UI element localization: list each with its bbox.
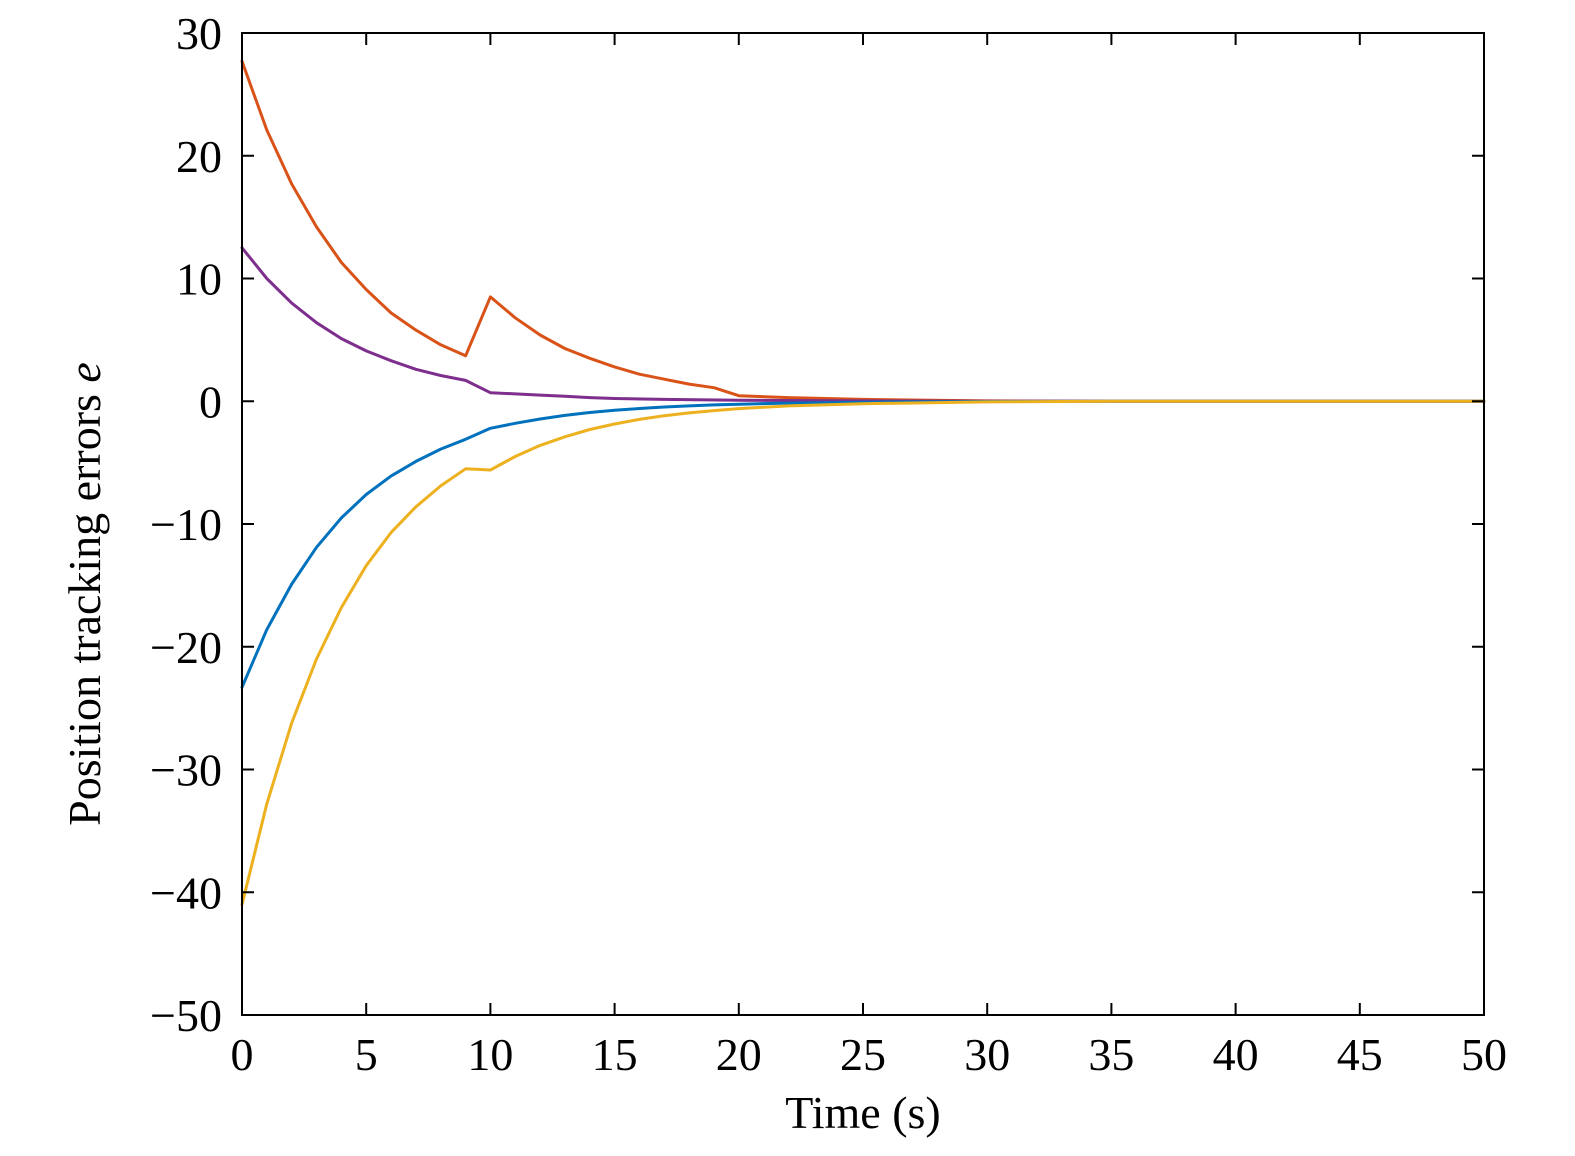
x-tick-label: 40 <box>1213 1029 1259 1080</box>
x-tick-label: 10 <box>467 1029 513 1080</box>
series-line-4 <box>240 399 1486 906</box>
series-line-1 <box>240 59 1486 403</box>
y-tick-label: 10 <box>176 254 222 305</box>
x-tick-label: 15 <box>592 1029 638 1080</box>
x-tick-label: 0 <box>231 1029 254 1080</box>
y-tick-label: −10 <box>150 499 222 550</box>
x-tick-label: 35 <box>1088 1029 1134 1080</box>
y-axis-title-variable: e <box>59 362 110 382</box>
y-tick-label: −50 <box>150 990 222 1041</box>
x-tick-label: 20 <box>716 1029 762 1080</box>
y-tick-label: −30 <box>150 745 222 796</box>
plot-frame <box>241 32 1485 1016</box>
x-tick-label: 45 <box>1337 1029 1383 1080</box>
y-tick-label: 20 <box>176 131 222 182</box>
x-tick-label: 25 <box>840 1029 886 1080</box>
series-line-2 <box>240 246 1486 403</box>
y-tick-label: 0 <box>199 376 222 427</box>
x-tick-label: 30 <box>964 1029 1010 1080</box>
y-axis-title-main: Position tracking errors <box>59 383 110 826</box>
series-layer <box>240 59 1486 906</box>
x-axis-title: Time (s) <box>785 1087 941 1138</box>
y-tick-label: −40 <box>150 867 222 918</box>
ticks-layer: 0 5 10 15 20 25 30 35 40 45 50 30 20 10 0 −10 −20 −30 −40 −… <box>150 8 1507 1080</box>
y-axis-title: Position tracking errors e <box>59 362 110 826</box>
series-line-3 <box>240 399 1486 689</box>
y-tick-label: −20 <box>150 622 222 673</box>
x-tick-label: 50 <box>1461 1029 1507 1080</box>
y-tick-label: 30 <box>176 8 222 59</box>
x-tick-label: 5 <box>355 1029 378 1080</box>
